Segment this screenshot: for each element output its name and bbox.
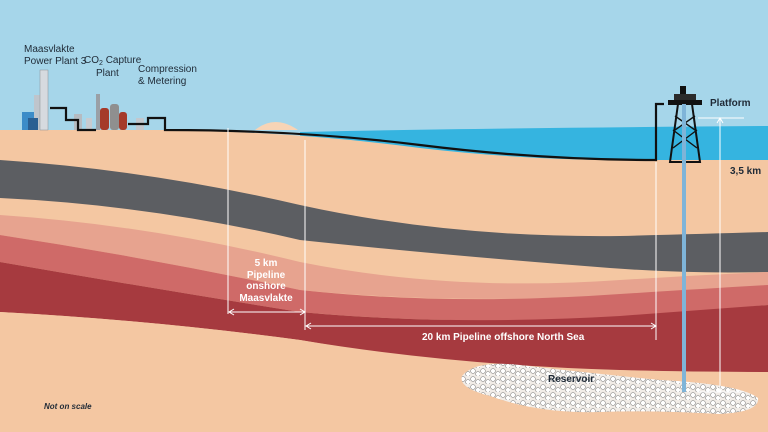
capture-label-line2: Plant — [96, 68, 119, 80]
capture-label-prefix: CO — [84, 55, 99, 66]
reservoir-label: Reservoir — [548, 374, 595, 385]
onshore-pipeline-label: 5 km Pipeline onshore Maasvlakte — [238, 258, 294, 304]
compression-label-line2: & Metering — [138, 75, 187, 87]
compression-label: Compression & Metering — [138, 64, 197, 87]
offshore-pipeline-label: 20 km Pipeline offshore North Sea — [422, 332, 585, 343]
measure-lines — [227, 117, 744, 393]
platform-label: Platform — [710, 98, 751, 109]
power-plant-label-line1: Maasvlakte — [24, 44, 75, 55]
capture-plant-label: CO2 Capture Plant — [84, 55, 141, 80]
dark-red-layer — [0, 262, 768, 372]
power-plant-icon — [22, 69, 49, 131]
reservoir-rock — [461, 363, 759, 414]
capture-label-suffix: Capture — [105, 55, 142, 66]
grey-layer — [0, 160, 768, 273]
pipeline — [50, 102, 664, 162]
onshore-label-line4: Maasvlakte — [239, 292, 293, 304]
scale-note: Not on scale — [44, 402, 92, 411]
power-plant-label-line2: Power Plant 3 — [24, 55, 87, 67]
power-plant-label: Maasvlakte Power Plant 3 — [24, 44, 86, 67]
onshore-label-line3: onshore — [246, 281, 286, 292]
red-layer — [0, 235, 768, 321]
onshore-label-line2: Pipeline — [246, 269, 286, 281]
well-pipe — [682, 104, 686, 392]
capture-label-sub: 2 — [99, 60, 103, 67]
depth-label: 3,5 km — [730, 166, 762, 177]
onshore-label-line1: 5 km — [254, 258, 278, 269]
compression-label-line1: Compression — [138, 64, 197, 75]
dune — [255, 122, 298, 130]
capture-plant-icon — [86, 94, 127, 130]
sky — [0, 0, 768, 140]
